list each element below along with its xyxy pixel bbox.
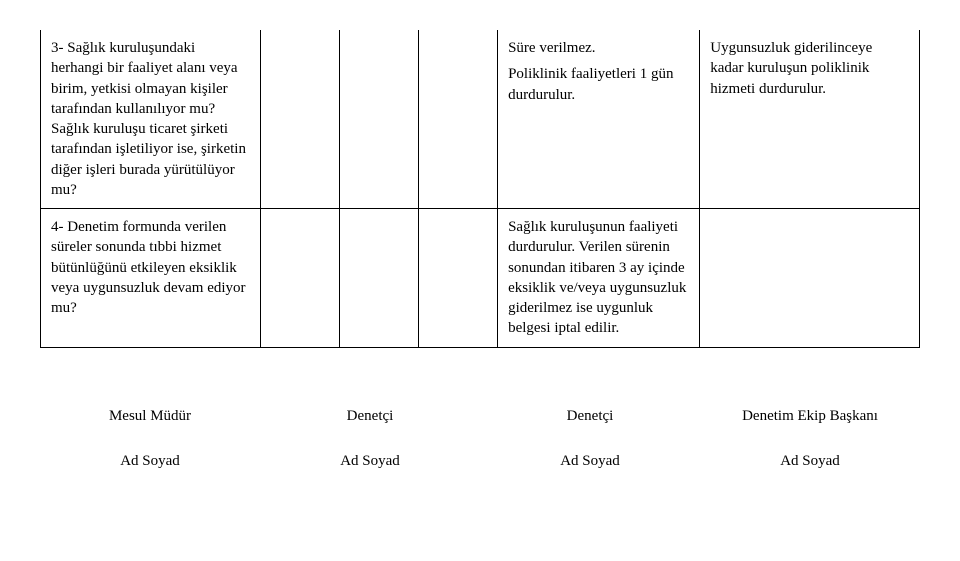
empty-cell xyxy=(418,30,497,209)
signature-row: Mesul Müdür Ad Soyad Denetçi Ad Soyad De… xyxy=(40,408,920,470)
action-cell: Süre verilmez. Poliklinik faaliyetleri 1… xyxy=(498,30,700,209)
signature-block: Denetçi Ad Soyad xyxy=(493,408,687,470)
signature-name: Ad Soyad xyxy=(53,453,247,470)
empty-cell xyxy=(418,209,497,348)
action-text-a: Süre verilmez. xyxy=(508,40,595,56)
question-cell: 4- Denetim formunda verilen süreler sonu… xyxy=(41,209,261,348)
empty-cell xyxy=(339,209,418,348)
question-cell: 3- Sağlık kuruluşundaki herhangi bir faa… xyxy=(41,30,261,209)
signature-name: Ad Soyad xyxy=(273,453,467,470)
signature-name: Ad Soyad xyxy=(493,453,687,470)
empty-cell xyxy=(260,209,339,348)
signature-block: Mesul Müdür Ad Soyad xyxy=(53,408,247,470)
signature-title: Mesul Müdür xyxy=(53,408,247,425)
signature-title: Denetim Ekip Başkanı xyxy=(713,408,907,425)
table-row: 3- Sağlık kuruluşundaki herhangi bir faa… xyxy=(41,30,920,209)
signature-title: Denetçi xyxy=(493,408,687,425)
consequence-cell xyxy=(700,209,920,348)
action-cell: Sağlık kuruluşunun faaliyeti durdurulur.… xyxy=(498,209,700,348)
empty-cell xyxy=(339,30,418,209)
signature-block: Denetim Ekip Başkanı Ad Soyad xyxy=(713,408,907,470)
signature-block: Denetçi Ad Soyad xyxy=(273,408,467,470)
inspection-table: 3- Sağlık kuruluşundaki herhangi bir faa… xyxy=(40,30,920,348)
empty-cell xyxy=(260,30,339,209)
signature-name: Ad Soyad xyxy=(713,453,907,470)
consequence-cell: Uygunsuzluk giderilinceye kadar kuruluşu… xyxy=(700,30,920,209)
table-row: 4- Denetim formunda verilen süreler sonu… xyxy=(41,209,920,348)
action-text-b: Poliklinik faaliyetleri 1 gün durdurulur… xyxy=(508,66,673,102)
signature-title: Denetçi xyxy=(273,408,467,425)
